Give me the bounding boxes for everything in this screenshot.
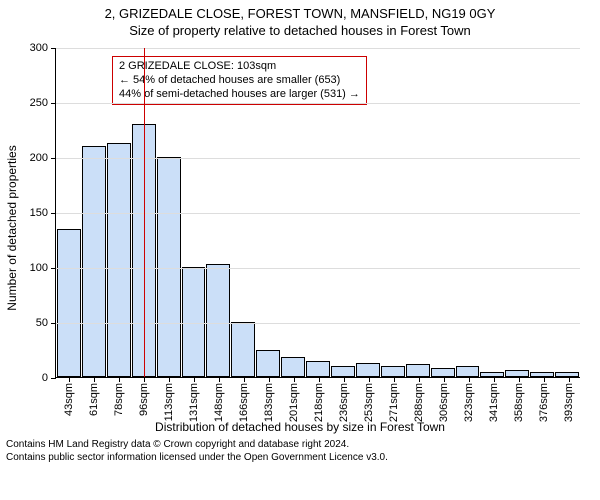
- annotation-line: ← 54% of detached houses are smaller (65…: [119, 74, 360, 88]
- y-tick-label: 0: [42, 372, 48, 384]
- x-tick-mark: [269, 377, 270, 382]
- y-tick-mark: [51, 378, 56, 379]
- y-tick-mark: [51, 103, 56, 104]
- x-tick-label: 253sqm: [363, 383, 375, 422]
- grid-line: [56, 158, 580, 159]
- x-tick-label: 236sqm: [338, 383, 350, 422]
- x-tick-label: 183sqm: [263, 383, 275, 422]
- x-tick-mark: [94, 377, 95, 382]
- x-tick-label: 201sqm: [288, 383, 300, 422]
- y-tick-mark: [51, 213, 56, 214]
- bar: [107, 143, 131, 377]
- y-tick-label: 50: [36, 317, 48, 329]
- y-axis-label: Number of detached properties: [5, 63, 19, 228]
- annotation-box: 2 GRIZEDALE CLOSE: 103sqm← 54% of detach…: [112, 56, 367, 105]
- grid-line: [56, 103, 580, 104]
- x-tick-mark: [119, 377, 120, 382]
- plot-area: 2 GRIZEDALE CLOSE: 103sqm← 54% of detach…: [55, 48, 580, 378]
- x-tick-label: 358sqm: [513, 383, 525, 422]
- bar: [57, 229, 81, 378]
- x-tick-label: 271sqm: [388, 383, 400, 422]
- bar: [555, 372, 579, 378]
- bar: [206, 264, 230, 377]
- annotation-line: 2 GRIZEDALE CLOSE: 103sqm: [119, 60, 360, 74]
- footer-line-2: Contains public sector information licen…: [6, 451, 594, 464]
- y-tick-mark: [51, 268, 56, 269]
- bar: [182, 267, 206, 377]
- x-tick-mark: [394, 377, 395, 382]
- x-tick-mark: [494, 377, 495, 382]
- bar: [281, 357, 305, 377]
- x-tick-label: 148sqm: [213, 383, 225, 422]
- bar: [480, 372, 504, 378]
- footer-attribution: Contains HM Land Registry data © Crown c…: [0, 434, 600, 464]
- y-tick-label: 100: [30, 262, 48, 274]
- chart-container: Number of detached properties 2 GRIZEDAL…: [0, 38, 600, 418]
- x-tick-label: 288sqm: [413, 383, 425, 422]
- x-tick-mark: [569, 377, 570, 382]
- x-tick-mark: [169, 377, 170, 382]
- x-tick-label: 78sqm: [113, 383, 125, 416]
- bar: [505, 370, 529, 377]
- x-tick-mark: [294, 377, 295, 382]
- y-tick-mark: [51, 158, 56, 159]
- title-subtitle: Size of property relative to detached ho…: [0, 23, 600, 38]
- x-axis-label: Distribution of detached houses by size …: [0, 420, 600, 434]
- grid-line: [56, 268, 580, 269]
- x-tick-mark: [69, 377, 70, 382]
- x-tick-label: 131sqm: [188, 383, 200, 422]
- y-tick-label: 150: [30, 207, 48, 219]
- y-tick-label: 250: [30, 97, 48, 109]
- bar: [157, 157, 181, 377]
- chart-titles: 2, GRIZEDALE CLOSE, FOREST TOWN, MANSFIE…: [0, 0, 600, 38]
- annotation-line: 44% of semi-detached houses are larger (…: [119, 88, 360, 102]
- x-tick-label: 306sqm: [438, 383, 450, 422]
- x-tick-label: 323sqm: [463, 383, 475, 422]
- bar: [356, 363, 380, 377]
- x-tick-mark: [344, 377, 345, 382]
- x-tick-label: 96sqm: [138, 383, 150, 416]
- reference-line: [144, 48, 145, 377]
- grid-line: [56, 213, 580, 214]
- bar: [306, 361, 330, 378]
- bar: [256, 350, 280, 378]
- x-tick-mark: [319, 377, 320, 382]
- title-address: 2, GRIZEDALE CLOSE, FOREST TOWN, MANSFIE…: [0, 6, 600, 21]
- x-tick-mark: [369, 377, 370, 382]
- x-tick-label: 43sqm: [63, 383, 75, 416]
- bar: [456, 366, 480, 377]
- bar: [381, 366, 405, 377]
- bar: [431, 368, 455, 377]
- x-tick-mark: [219, 377, 220, 382]
- x-tick-label: 218sqm: [313, 383, 325, 422]
- x-tick-label: 393sqm: [563, 383, 575, 422]
- grid-line: [56, 323, 580, 324]
- x-tick-label: 113sqm: [163, 383, 175, 421]
- grid-line: [56, 48, 580, 49]
- x-tick-label: 341sqm: [488, 383, 500, 422]
- bar: [530, 372, 554, 378]
- x-tick-label: 166sqm: [238, 383, 250, 422]
- y-tick-mark: [51, 48, 56, 49]
- y-tick-label: 300: [30, 42, 48, 54]
- x-tick-mark: [419, 377, 420, 382]
- x-tick-mark: [469, 377, 470, 382]
- bar: [331, 366, 355, 377]
- bar: [82, 146, 106, 377]
- x-tick-label: 376sqm: [538, 383, 550, 422]
- x-tick-label: 61sqm: [88, 383, 100, 416]
- x-tick-mark: [544, 377, 545, 382]
- x-tick-mark: [244, 377, 245, 382]
- x-tick-mark: [444, 377, 445, 382]
- x-tick-mark: [519, 377, 520, 382]
- x-tick-mark: [144, 377, 145, 382]
- y-tick-label: 200: [30, 152, 48, 164]
- y-tick-mark: [51, 323, 56, 324]
- x-tick-mark: [194, 377, 195, 382]
- bar: [406, 364, 430, 377]
- footer-line-1: Contains HM Land Registry data © Crown c…: [6, 438, 594, 451]
- bar: [231, 322, 255, 377]
